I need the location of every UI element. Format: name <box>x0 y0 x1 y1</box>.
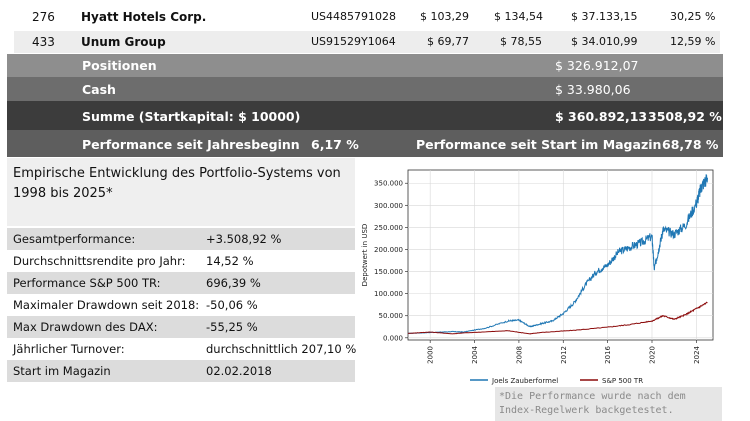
perf-year-value: 6,17 % <box>311 137 359 152</box>
stat-row: Start im Magazin 02.02.2018 <box>7 360 355 382</box>
stat-row: Max Drawdown des DAX: -55,25 % <box>7 316 355 338</box>
legend-label: S&P 500 TR <box>602 377 643 385</box>
row-number: 276 <box>32 10 55 24</box>
panel-header: Empirische Entwicklung des Portfolio-Sys… <box>7 158 355 226</box>
company-name: Hyatt Hotels Corp. <box>81 10 207 24</box>
stat-row: Gesamtperformance: +3.508,92 % <box>7 228 355 250</box>
stat-label: Max Drawdown des DAX: <box>13 320 158 334</box>
stat-label: Jährlicher Turnover: <box>13 342 125 356</box>
y-tick-label: 0.000 <box>383 334 403 342</box>
stat-row: Maximaler Drawdown seit 2018: -50,06 % <box>7 294 355 316</box>
backtest-note: *Die Performance wurde nach dem Index-Re… <box>495 387 722 421</box>
sum-bar: Summe (Startkapital: $ 10000) $ 360.892,… <box>7 101 723 130</box>
stat-label: Performance S&P 500 TR: <box>13 276 161 290</box>
company-name: Unum Group <box>81 35 166 49</box>
x-tick-label: 2000 <box>427 346 435 364</box>
y-tick-label: 250.000 <box>374 224 403 232</box>
current-price: $ 134,54 <box>494 10 543 23</box>
chart-svg: 0.000 50.000 100.000 150.000 200.000 250.000 3… <box>361 169 714 385</box>
panel-title: Empirische Entwicklung des Portfolio-Sys… <box>13 166 341 201</box>
x-tick-label: 2008 <box>515 346 523 364</box>
position-value: $ 37.133,15 <box>571 10 638 23</box>
sum-value: $ 360.892,13 <box>555 109 648 124</box>
buy-price: $ 103,29 <box>420 10 469 23</box>
table-row: 433 Unum Group US91529Y1064 $ 69,77 $ 78… <box>14 31 720 53</box>
performance-chart: 0.000 50.000 100.000 150.000 200.000 250.000 3… <box>358 163 720 393</box>
plot-area <box>407 169 714 341</box>
row-number: 433 <box>32 35 55 49</box>
y-tick-label: 100.000 <box>374 290 403 298</box>
stat-label: Maximaler Drawdown seit 2018: <box>13 298 200 312</box>
stat-label: Durchschnittsrendite pro Jahr: <box>13 254 186 268</box>
stat-value: 02.02.2018 <box>206 364 272 378</box>
x-tick-label: 2020 <box>649 346 657 364</box>
stat-value: 696,39 % <box>206 276 261 290</box>
stat-row: Performance S&P 500 TR: 696,39 % <box>7 272 355 294</box>
stat-label: Gesamtperformance: <box>13 232 136 246</box>
positions-label: Positionen <box>82 58 157 73</box>
stat-value: -50,06 % <box>206 298 258 312</box>
current-price: $ 78,55 <box>500 35 542 48</box>
stat-value: durchschnittlich 207,10 % <box>206 342 357 356</box>
x-tick-label: 2024 <box>693 345 701 363</box>
isin: US91529Y1064 <box>311 35 396 48</box>
backtest-note-text: *Die Performance wurde nach dem Index-Re… <box>499 391 686 416</box>
positions-value: $ 326.912,07 <box>555 58 639 73</box>
performance-bar: Performance seit Jahresbeginn 6,17 % Per… <box>7 130 723 157</box>
cash-bar: Cash $ 33.980,06 <box>7 77 723 101</box>
buy-price: $ 69,77 <box>427 35 469 48</box>
isin: US4485791028 <box>311 10 397 23</box>
y-tick-label: 50.000 <box>379 312 404 320</box>
cash-value: $ 33.980,06 <box>555 82 631 97</box>
position-value: $ 34.010,99 <box>571 35 638 48</box>
sum-percent: 3508,92 % <box>648 109 722 124</box>
series-line-sp500-tr <box>407 301 708 335</box>
cash-label: Cash <box>82 82 116 97</box>
stat-value: -55,25 % <box>206 320 258 334</box>
y-tick-label: 300.000 <box>374 202 403 210</box>
perf-start-value: 68,78 % <box>662 137 719 152</box>
y-tick-label: 150.000 <box>374 268 403 276</box>
x-tick-label: 2012 <box>560 346 568 364</box>
position-percent: 12,59 % <box>670 35 716 48</box>
stat-row: Durchschnittsrendite pro Jahr: 14,52 % <box>7 250 355 272</box>
perf-start-label: Performance seit Start im Magazin <box>416 137 662 152</box>
perf-year-label: Performance seit Jahresbeginn <box>82 137 300 152</box>
x-tick-label: 2016 <box>604 345 612 363</box>
series-line-joels-zauberformel <box>408 174 708 335</box>
positions-bar: Positionen $ 326.912,07 <box>7 54 723 77</box>
stat-value: 14,52 % <box>206 254 254 268</box>
table-row: 276 Hyatt Hotels Corp. US4485791028 $ 10… <box>14 6 720 28</box>
y-tick-label: 200.000 <box>374 246 403 254</box>
y-tick-label: 350.000 <box>374 180 403 188</box>
stat-row: Jährlicher Turnover: durchschnittlich 20… <box>7 338 357 360</box>
stat-value: +3.508,92 % <box>206 232 282 246</box>
sum-label: Summe (Startkapital: $ 10000) <box>82 109 301 124</box>
y-axis-label: Depotwert in USD <box>361 224 369 287</box>
x-tick-label: 2004 <box>471 345 479 363</box>
position-percent: 30,25 % <box>670 10 716 23</box>
legend-label: Joels Zauberformel <box>491 377 558 385</box>
stat-label: Start im Magazin <box>13 364 111 378</box>
